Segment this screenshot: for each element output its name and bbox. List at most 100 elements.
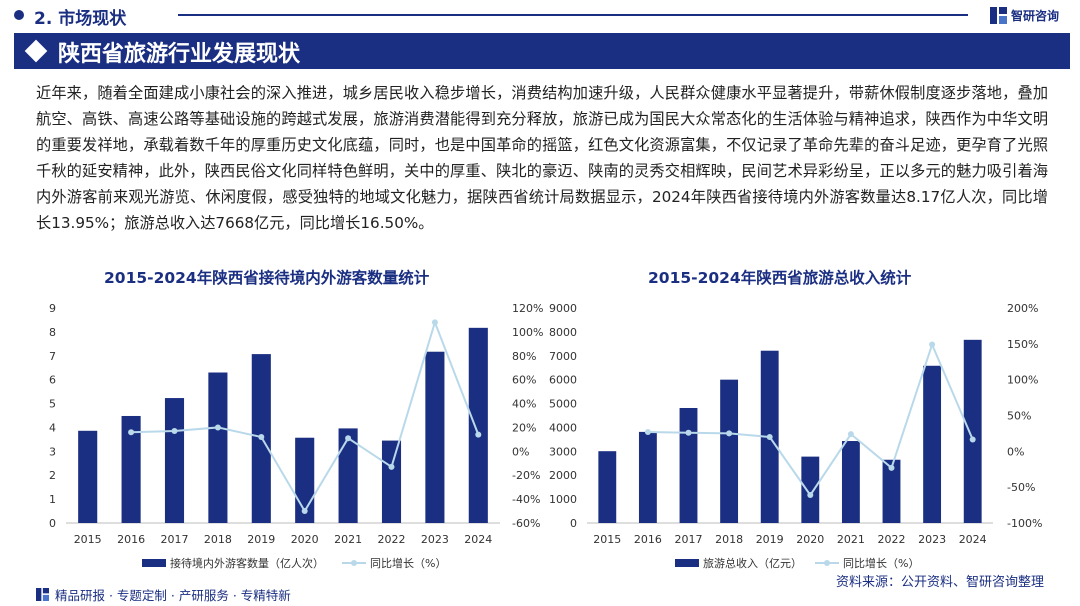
x-tick-label: 2023 (421, 533, 449, 546)
bar (121, 415, 141, 523)
legend-line-marker (351, 560, 357, 566)
growth-point (685, 429, 692, 436)
growth-point (171, 428, 178, 435)
x-tick-label: 2023 (918, 533, 946, 546)
y-left-tick-label: 7000 (549, 350, 577, 363)
growth-point (929, 341, 936, 348)
y-right-tick-label: -50% (1007, 481, 1035, 494)
bar (679, 407, 698, 523)
y-right-tick-label: 60% (512, 374, 536, 387)
y-right-tick-label: 100% (512, 326, 543, 339)
bar (338, 428, 358, 523)
bar (598, 451, 617, 523)
growth-point (969, 436, 976, 443)
x-tick-label: 2024 (959, 533, 987, 546)
y-left-tick-label: 7 (49, 350, 56, 363)
bullet-dot-icon (14, 10, 24, 20)
brand-logo-icon (990, 6, 1007, 24)
y-right-tick-label: 80% (512, 350, 536, 363)
y-left-tick-label: 9000 (549, 302, 577, 315)
growth-point (431, 319, 438, 326)
growth-point (644, 428, 651, 435)
bar (882, 459, 901, 523)
chart-title: 2015-2024年陕西省接待境内外游客数量统计 (104, 269, 430, 287)
legend-line-label: 同比增长（%） (843, 556, 919, 570)
y-left-tick-label: 2000 (549, 469, 577, 482)
x-tick-label: 2020 (796, 533, 824, 546)
y-right-tick-label: 150% (1007, 338, 1038, 351)
footer-services: 精品研报 · 专题定制 · 产研服务 · 专精特新 (36, 585, 291, 604)
x-tick-label: 2020 (291, 533, 319, 546)
y-left-tick-label: 9 (49, 302, 56, 315)
growth-point (847, 431, 854, 438)
bar (208, 372, 228, 523)
growth-point (258, 434, 265, 440)
revenue-chart-plot: 0 1000 2000 3000 4000 5000 6000 7000 8000 9000 -10… (549, 302, 1042, 570)
x-tick-label: 2015 (74, 533, 102, 546)
y-left-tick-label: 0 (570, 517, 577, 530)
y-right-tick-label: -100% (1007, 517, 1042, 530)
y-right-tick-label: -60% (512, 517, 540, 530)
y-right-tick-label: 100% (1007, 374, 1038, 387)
visitors-chart: 2015-2024年陕西省接待境内外游客数量统计 0 1 2 3 4 5 6 7 8 9 -60% -… (0, 266, 545, 586)
x-tick-label: 2022 (378, 533, 406, 546)
bar (923, 365, 942, 523)
y-right-tick-label: -20% (512, 469, 540, 482)
growth-point (388, 463, 395, 470)
y-right-tick-label: -40% (512, 493, 540, 506)
top-bar: 2. 市场现状 智研咨询 (0, 0, 1080, 30)
y-left-tick-label: 4000 (549, 421, 577, 434)
y-left-tick-label: 0 (49, 517, 56, 530)
growth-point (888, 464, 895, 471)
bar (78, 430, 98, 523)
growth-point (807, 492, 814, 499)
x-tick-label: 2021 (837, 533, 865, 546)
bar (468, 327, 488, 523)
x-tick-label: 2024 (464, 533, 492, 546)
y-right-tick-label: 40% (512, 398, 536, 411)
x-tick-label: 2017 (675, 533, 703, 546)
y-left-tick-label: 6000 (549, 374, 577, 387)
growth-point (301, 508, 308, 515)
y-right-tick-label: 200% (1007, 302, 1038, 315)
revenue-chart: 2015-2024年陕西省旅游总收入统计 0 1000 2000 3000 4000 50… (545, 266, 1080, 586)
diamond-icon (24, 39, 48, 63)
y-left-tick-label: 3000 (549, 445, 577, 458)
legend-bar-label: 旅游总收入（亿元） (703, 556, 802, 570)
y-left-tick-label: 1 (49, 493, 56, 506)
growth-point (475, 431, 482, 438)
y-left-tick-label: 8 (49, 326, 56, 339)
legend-line-label: 同比增长（%） (370, 556, 446, 570)
x-tick-label: 2016 (634, 533, 662, 546)
bar (164, 398, 185, 523)
x-tick-label: 2016 (117, 533, 145, 546)
growth-point (128, 429, 135, 436)
y-right-tick-label: 50% (1007, 410, 1031, 423)
y-right-tick-label: 120% (512, 302, 543, 315)
source-note: 资料来源：公开资料、智研咨询整理 (835, 575, 1044, 590)
x-tick-label: 2021 (334, 533, 362, 546)
page-title: 陕西省旅游行业发展现状 (58, 42, 301, 67)
bar (841, 441, 860, 523)
title-banner: 陕西省旅游行业发展现状 (14, 33, 1070, 69)
body-paragraph: 近年来，随着全面建成小康社会的深入推进，城乡居民收入稳步增长，消费结构加速升级，… (36, 84, 1048, 232)
bar (638, 431, 657, 523)
x-tick-label: 2015 (593, 533, 621, 546)
bar (381, 440, 402, 523)
y-right-tick-label: 0% (512, 445, 529, 458)
header-divider (178, 14, 968, 16)
growth-point (766, 434, 773, 440)
y-left-tick-label: 4 (49, 421, 56, 434)
y-left-tick-label: 1000 (549, 493, 577, 506)
legend-line-marker (824, 560, 830, 566)
legend-bar-label: 接待境内外游客数量（亿人次） (170, 556, 324, 570)
brand-logo-icon (36, 588, 49, 601)
x-tick-label: 2017 (161, 533, 189, 546)
y-right-tick-label: 0% (1007, 445, 1024, 458)
y-left-tick-label: 3 (49, 445, 56, 458)
x-tick-label: 2022 (878, 533, 906, 546)
y-right-tick-label: 20% (512, 421, 536, 434)
bar (425, 351, 445, 523)
visitors-chart-plot: 0 1 2 3 4 5 6 7 8 9 -60% -40% -20% 0% 20% 40% 60% 80% 100%… (49, 302, 543, 570)
x-tick-label: 2018 (204, 533, 232, 546)
